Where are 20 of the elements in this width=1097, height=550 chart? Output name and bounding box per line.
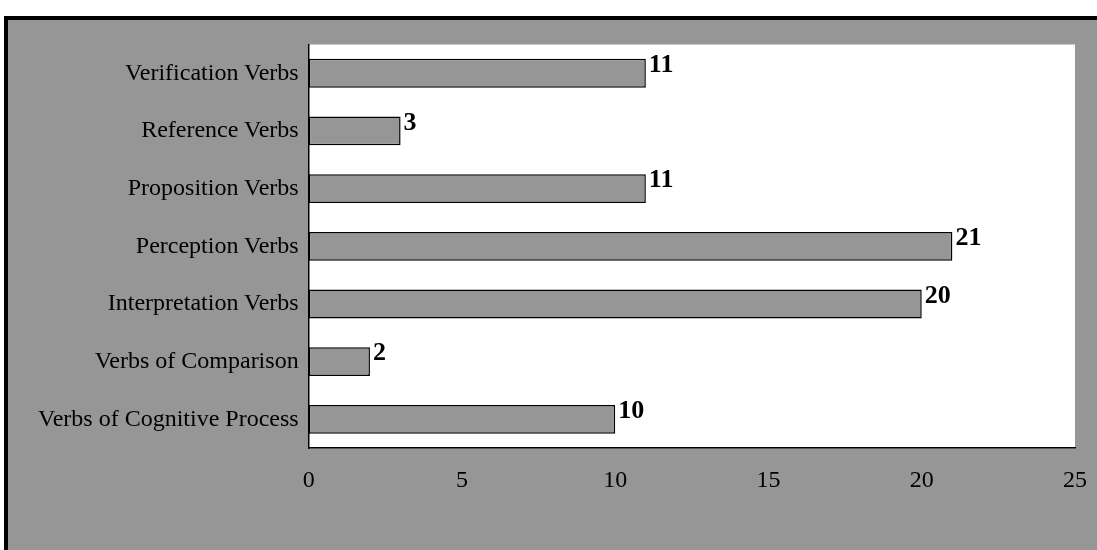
data-label: 3	[403, 106, 417, 136]
data-label: 2	[372, 337, 386, 367]
y-tick-label: Verbs of Comparison	[94, 346, 299, 373]
data-label: 11	[648, 48, 674, 78]
y-tick-label: Interpretation Verbs	[107, 289, 299, 316]
x-tick-label: 25	[1063, 465, 1087, 492]
x-tick-label: 0	[302, 465, 315, 492]
y-tick-label: Verification Verbs	[125, 58, 299, 85]
y-tick-label: Reference Verbs	[141, 116, 299, 143]
x-tick-label: 20	[909, 465, 934, 492]
x-tick-label: 15	[756, 465, 781, 492]
x-tick-label: 5	[455, 465, 468, 492]
y-tick-label: Verbs of Cognitive Process	[38, 404, 299, 431]
y-tick-label: Proposition Verbs	[127, 173, 299, 200]
data-label: 10	[618, 395, 645, 425]
data-label: 21	[955, 222, 982, 252]
data-label: 11	[648, 164, 674, 194]
y-tick-label: Perception Verbs	[135, 231, 299, 258]
x-tick-label: 10	[603, 465, 628, 492]
data-label: 20	[924, 279, 951, 309]
